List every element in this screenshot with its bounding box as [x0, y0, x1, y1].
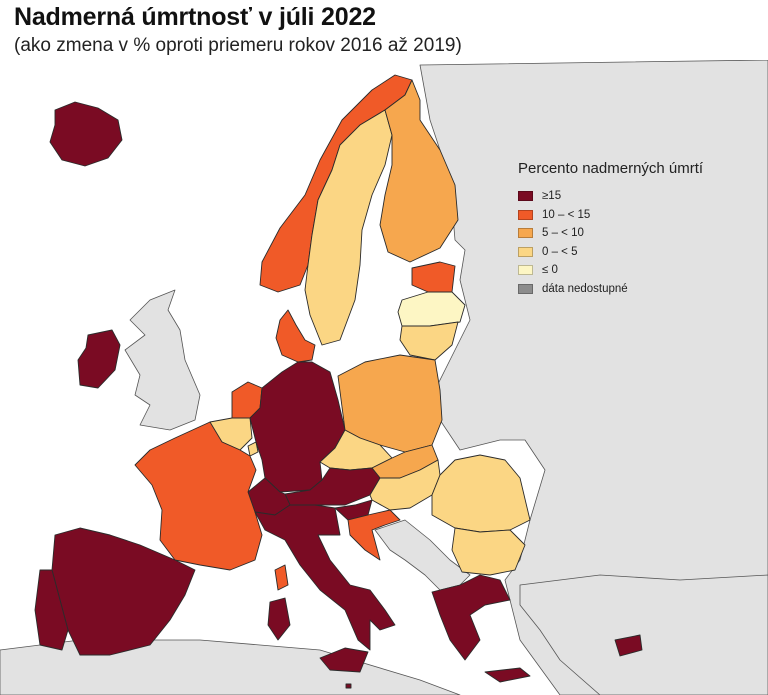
- legend-items: ≥15 10 – < 15 5 – < 10 0 – < 5 ≤ 0 dáta nedos…: [518, 187, 758, 298]
- region-italy: [254, 504, 396, 651]
- land-uk: [124, 289, 201, 431]
- legend-swatch: [518, 265, 533, 276]
- region-romania: [431, 454, 531, 533]
- legend-label: dáta nedostupné: [542, 282, 628, 295]
- legend-swatch: [518, 283, 533, 294]
- region-slovenia: [334, 499, 373, 521]
- region-crete: [484, 667, 531, 683]
- region-cyprus: [614, 634, 643, 657]
- region-denmark: [275, 309, 316, 363]
- region-croatia: [347, 509, 401, 561]
- region-bulgaria: [451, 527, 526, 576]
- legend-swatch: [518, 228, 533, 239]
- region-lithuania: [399, 321, 459, 361]
- land-turkey: [519, 574, 768, 695]
- legend-item: ≤ 0: [518, 261, 758, 280]
- region-estonia: [411, 261, 456, 293]
- legend-label: ≥15: [542, 190, 562, 203]
- region-corsica: [274, 564, 289, 591]
- region-sicily: [319, 647, 369, 673]
- legend-item: 5 – < 10: [518, 224, 758, 243]
- region-sweden: [304, 109, 393, 346]
- region-germany: [249, 361, 346, 493]
- region-finland: [379, 79, 459, 263]
- legend-item: ≥15: [518, 187, 758, 206]
- region-luxembourg: [247, 441, 259, 457]
- region-portugal: [34, 569, 69, 651]
- region-malta: [345, 683, 352, 689]
- land-east: [419, 60, 768, 695]
- legend-label: 10 – < 15: [542, 208, 591, 221]
- europe-map: [0, 60, 768, 695]
- legend-label: ≤ 0: [542, 264, 558, 277]
- region-france: [134, 421, 263, 571]
- legend-swatch: [518, 246, 533, 257]
- map-title: Nadmerná úmrtnosť v júli 2022: [14, 3, 376, 31]
- legend-item: 0 – < 5: [518, 243, 758, 262]
- region-ireland: [77, 329, 121, 389]
- legend-swatch: [518, 191, 533, 202]
- legend-label: 5 – < 10: [542, 227, 584, 240]
- legend-item: 10 – < 15: [518, 206, 758, 225]
- region-latvia: [397, 291, 466, 327]
- map-legend: Percento nadmerných úmrtí ≥15 10 – < 15 5 …: [518, 160, 758, 298]
- region-iceland: [49, 101, 123, 167]
- legend-title: Percento nadmerných úmrtí: [518, 160, 704, 177]
- region-greece: [431, 574, 511, 661]
- region-sardinia: [267, 597, 291, 641]
- map-subtitle: (ako zmena v % oproti priemeru rokov 201…: [14, 35, 462, 56]
- legend-item: dáta nedostupné: [518, 280, 758, 299]
- legend-swatch: [518, 209, 533, 220]
- legend-label: 0 – < 5: [542, 245, 578, 258]
